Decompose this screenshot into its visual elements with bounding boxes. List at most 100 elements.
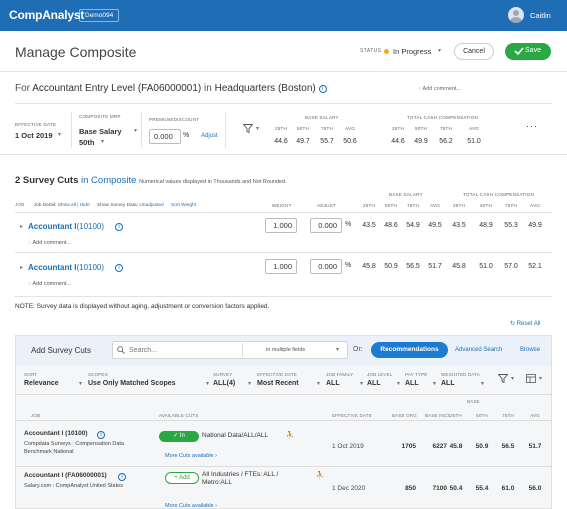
mrp-percentile-select[interactable]: 50th [79,138,95,147]
show-all-link[interactable]: Show all [57,203,76,208]
divider [242,343,243,357]
filter-icon[interactable] [243,124,253,133]
recommendations-button[interactable]: Recommendations [371,342,448,358]
add-comment-link[interactable]: ◌ Add comment... [28,240,71,246]
weight-input[interactable]: 1.000 [265,218,297,233]
figure-icon: ⛹ [286,432,295,439]
hide-link[interactable]: Hide [79,203,90,208]
status-dot-icon [384,49,389,54]
adjust-input[interactable]: 0.000 [310,259,342,274]
cut-row: ▸ Accountant I(10100) i ◌ Add comment... 1.0… [0,218,567,254]
add-comment-link[interactable]: ◌ Add comment... [418,86,461,92]
browse-link[interactable]: Browse [520,347,541,353]
columns-icon[interactable] [526,374,536,383]
chevron-right-icon: › [213,503,217,509]
premium-label: PREMIUM/DISCOUNT [149,117,200,122]
percentile-header: AVG [530,413,540,418]
effective-date-select[interactable]: 1 Oct 2019 [15,131,53,140]
cut-value: 49.5 [428,222,442,229]
chevron-down-icon[interactable]: ▾ [433,381,437,387]
adjust-input[interactable]: 0.000 [310,218,342,233]
result-job[interactable]: Accountant I (FA06000001) [24,472,107,479]
composite-mrp-label: COMPOSITE MRP [79,114,121,119]
cut-value: 45.8 [362,263,376,270]
fields-value: multiple fields [271,347,306,353]
expand-caret-icon[interactable]: ▸ [20,265,24,271]
chevron-down-icon[interactable]: ▾ [206,381,210,387]
filter-select[interactable]: Use Only Matched Scopes [88,380,176,387]
in-toggle-button[interactable]: ✓ In [159,431,199,442]
chevron-down-icon[interactable]: ▾ [336,347,340,353]
filter-select[interactable]: Most Recent [257,380,299,387]
add-button[interactable]: + Add [165,472,199,484]
info-icon[interactable]: i [115,264,123,272]
divider [0,154,567,155]
expand-caret-icon[interactable]: ▸ [20,224,24,230]
result-value: 61.0 [501,485,515,492]
cut-name[interactable]: Accountant I(10100) [28,263,104,272]
chevron-down-icon[interactable]: ▾ [317,381,321,387]
plus-icon: + [174,475,180,481]
cancel-button[interactable]: Cancel [454,43,494,60]
app-logo[interactable]: CompAnalyst [9,8,85,22]
column-header: 75TH [439,126,453,131]
cuts-in-composite: in Composite [81,175,137,186]
result-source: Salary.com : CompAnalyst United States [24,483,123,489]
filter-icon[interactable] [498,374,508,383]
chevron-down-icon[interactable]: ▾ [397,381,401,387]
location-name: Headquarters (Boston) [214,83,316,94]
info-icon[interactable]: i [115,223,123,231]
info-icon[interactable]: i [118,473,126,481]
cut-name[interactable]: Accountant I(10100) [28,222,104,231]
adjust-link[interactable]: Adjust [201,133,218,139]
chevron-down-icon[interactable]: ▾ [481,381,485,387]
weight-col-label: WEIGHT [272,203,292,208]
user-avatar[interactable] [508,7,524,23]
column-header: AVG [530,203,540,208]
filter-label: PAY TYPE [405,372,428,377]
reset-all-link[interactable]: ↻ Reset All [510,320,540,327]
chevron-down-icon[interactable]: ▾ [58,132,62,138]
save-button[interactable]: Save [505,43,551,60]
add-comment-link[interactable]: ◌ Add comment... [28,281,71,287]
more-cuts-link[interactable]: More Cuts available › [165,453,217,459]
premium-input[interactable]: 0.000 [149,129,181,144]
chevron-down-icon[interactable]: ▾ [256,126,260,132]
filter-select[interactable]: Relevance [24,380,59,387]
survey-data-note: NOTE: Survey data is displayed without a… [15,303,270,310]
filter-select[interactable]: ALL [405,380,419,387]
advanced-search-link[interactable]: Advanced Search [455,347,503,353]
chevron-down-icon[interactable]: ▾ [101,139,105,145]
filter-select[interactable]: ALL(4) [213,380,236,387]
chevron-down-icon[interactable]: ▾ [248,381,252,387]
result-date: 1 Dec 2020 [332,485,366,492]
instance-badge[interactable]: Demo094 [79,9,120,22]
chevron-down-icon[interactable]: ▾ [360,381,364,387]
unadjusted-link[interactable]: Unadjusted [139,203,164,208]
adjust-col-label: ADJUST [317,203,337,208]
weight-input[interactable]: 1.000 [265,259,297,274]
base-salary-value: 50.6 [343,138,357,145]
filter-select[interactable]: ALL [441,380,455,387]
cut-title: Accountant I [28,263,77,272]
info-icon[interactable]: i [97,431,105,439]
user-name[interactable]: Caitlin [530,11,551,20]
info-icon[interactable]: i [318,85,327,93]
chevron-down-icon[interactable]: ▾ [134,128,138,134]
more-cuts-link[interactable]: More Cuts available › [165,503,217,509]
more-options-icon[interactable]: ··· [526,121,538,131]
status-dropdown[interactable]: In Progress [393,47,432,56]
chevron-down-icon[interactable]: ▾ [539,376,543,382]
effective-date-label: EFFECTIVE DATE [15,122,57,127]
result-job[interactable]: Accountant I (10100) [24,430,88,437]
sort-weight-link[interactable]: Sort Weight [171,203,196,208]
search-fields-select[interactable]: in multiple fields [266,347,305,353]
chevron-down-icon[interactable]: ▾ [79,381,83,387]
chevron-down-icon[interactable]: ▾ [511,376,515,382]
comment-icon: ◌ [418,86,423,92]
filter-select[interactable]: ALL [326,380,340,387]
chevron-down-icon[interactable]: ▾ [438,48,442,54]
search-input[interactable] [129,344,239,356]
filter-select[interactable]: ALL [367,380,381,387]
mrp-type-select[interactable]: Base Salary [79,127,122,136]
